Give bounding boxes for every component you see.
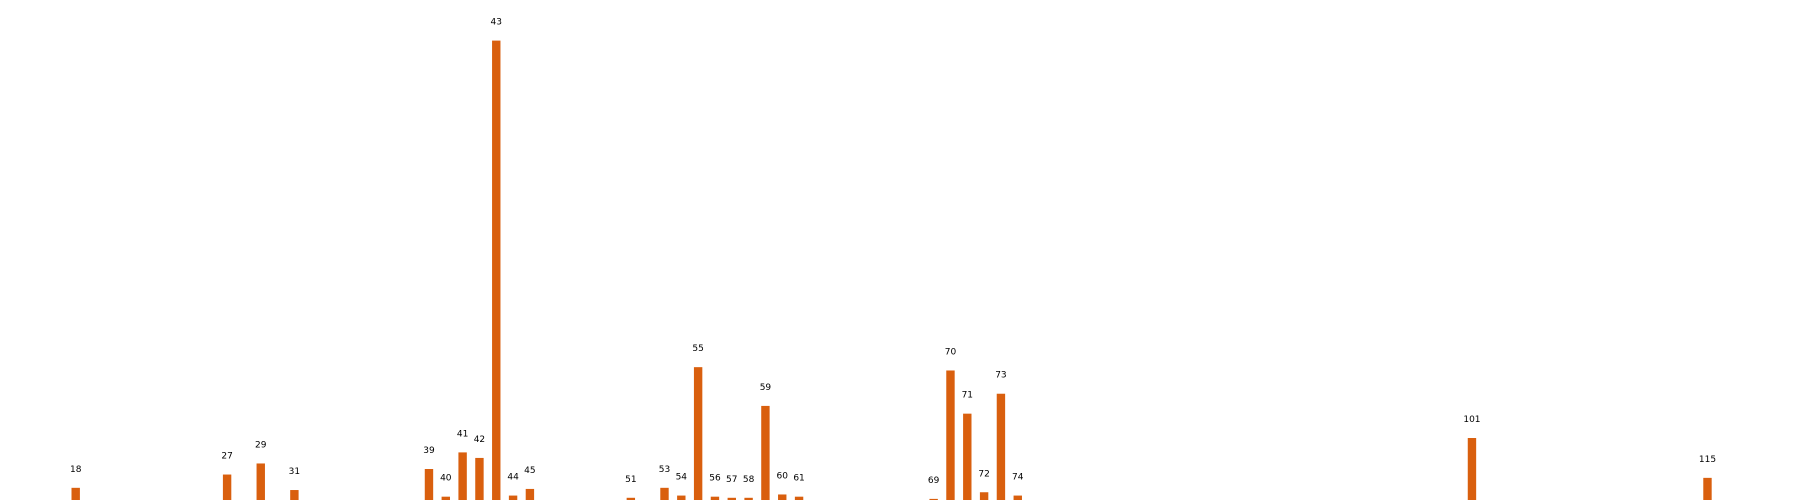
bar-label-40: 40: [440, 474, 452, 484]
bar-label-29: 29: [255, 440, 267, 450]
bar-label-42: 42: [474, 435, 485, 445]
bar-label-59: 59: [760, 383, 772, 393]
bar-27: [222, 474, 232, 500]
bar-70: [946, 370, 955, 500]
bar-51: [626, 497, 636, 500]
bar-label-115: 115: [1699, 455, 1716, 465]
bar-label-54: 54: [676, 473, 688, 483]
bar-label-61: 61: [793, 474, 804, 484]
bar-31: [290, 490, 299, 500]
bar-label-31: 31: [289, 467, 300, 477]
bar-59: [761, 405, 770, 500]
bar-101: [1467, 438, 1477, 500]
bar-58: [744, 497, 753, 500]
bar-label-101: 101: [1463, 415, 1480, 425]
bar-57: [727, 497, 736, 500]
bar-53: [660, 487, 669, 500]
bar-label-69: 69: [928, 476, 940, 486]
bar-72: [979, 492, 989, 500]
bar-61: [794, 496, 804, 500]
bar-label-60: 60: [777, 471, 789, 481]
bar-40: [441, 496, 450, 500]
bar-label-58: 58: [743, 475, 755, 485]
bar-42: [475, 457, 484, 500]
bar-label-70: 70: [945, 347, 957, 357]
bar-29: [256, 463, 265, 500]
bar-label-51: 51: [625, 475, 636, 485]
bar-label-43: 43: [491, 18, 502, 28]
bar-18: [71, 487, 80, 500]
bar-label-71: 71: [962, 391, 973, 401]
bar-41: [458, 452, 467, 500]
bar-39: [424, 469, 434, 500]
bar-label-18: 18: [70, 465, 82, 475]
bar-73: [996, 393, 1006, 500]
bar-label-44: 44: [507, 473, 519, 483]
bar-label-27: 27: [221, 452, 232, 462]
bar-label-41: 41: [457, 429, 468, 439]
bar-labels-group: 18 27 29 31 39 40 41 42 43 44 45 51 53 54 55 56 57 58 59 60…: [70, 18, 1716, 486]
bar-69: [929, 498, 938, 500]
bar-label-57: 57: [726, 475, 737, 485]
bar-label-72: 72: [978, 469, 989, 479]
bar-label-73: 73: [995, 371, 1006, 381]
bar-55: [693, 367, 703, 500]
bar-71: [963, 413, 972, 500]
bar-label-53: 53: [659, 465, 670, 475]
bar-115: [1703, 477, 1712, 500]
bar-label-55: 55: [692, 344, 703, 354]
bars-group: [71, 40, 1712, 500]
bar-74: [1013, 495, 1022, 500]
bar-60: [778, 494, 787, 500]
bar-56: [710, 496, 720, 500]
bar-54: [677, 495, 686, 500]
bar-label-56: 56: [709, 474, 721, 484]
bar-43: [492, 40, 501, 500]
bar-label-74: 74: [1012, 473, 1024, 483]
bar-44: [508, 495, 518, 500]
bar-label-39: 39: [423, 446, 435, 456]
bar-label-45: 45: [524, 466, 535, 476]
bar-45: [525, 488, 535, 500]
